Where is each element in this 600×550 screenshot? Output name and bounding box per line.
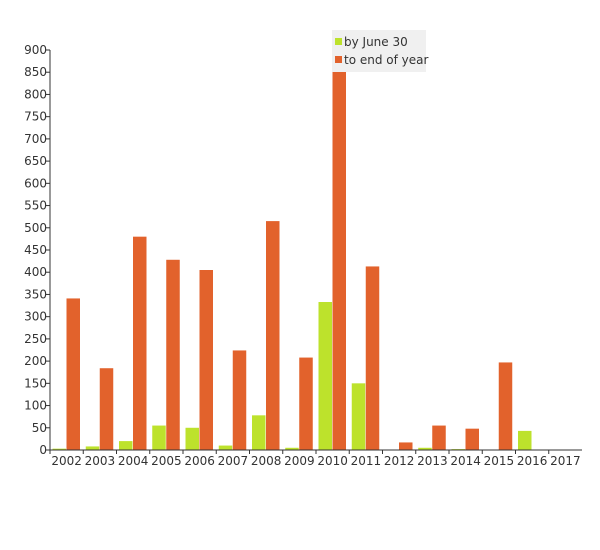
x-tick-label: 2003: [85, 454, 116, 468]
x-tick-label: 2017: [550, 454, 581, 468]
y-tick-label: 800: [24, 87, 47, 101]
x-tick-label: 2004: [118, 454, 149, 468]
bar-by-june-30-2003: [85, 446, 100, 450]
x-tick-label: 2011: [351, 454, 382, 468]
x-tick-label: 2013: [417, 454, 448, 468]
x-tick-label: 2009: [284, 454, 315, 468]
y-tick-label: 250: [24, 332, 47, 346]
bar-to-end-of-year-2007: [232, 350, 247, 450]
bar-by-june-30-2005: [152, 425, 166, 450]
y-tick-label: 350: [24, 287, 47, 301]
y-tick-label: 850: [24, 65, 47, 79]
bar-to-end-of-year-2008: [266, 221, 280, 450]
legend-background: [332, 30, 426, 72]
bar-to-end-of-year-2012: [399, 442, 413, 450]
x-tick-label: 2010: [317, 454, 348, 468]
bar-to-end-of-year-2013: [432, 425, 446, 450]
x-tick-label: 2014: [450, 454, 481, 468]
y-tick-label: 100: [24, 399, 47, 413]
bar-to-end-of-year-2006: [199, 270, 213, 450]
bar-by-june-30-2006: [185, 427, 199, 450]
bar-by-june-30-2002: [52, 448, 66, 450]
legend: by June 30 to end of year: [332, 30, 429, 72]
legend-swatch-to-end-of-year: [335, 56, 342, 63]
y-tick-label: 400: [24, 265, 47, 279]
bar-by-june-30-2009: [285, 447, 299, 450]
y-tick-label: 450: [24, 243, 47, 257]
bar-by-june-30-2011: [351, 383, 366, 450]
bar-by-june-30-2004: [119, 441, 133, 450]
x-tick-label: 2016: [517, 454, 548, 468]
y-tick-label: 550: [24, 199, 47, 213]
y-tick-label: 750: [24, 110, 47, 124]
bar-by-june-30-2010: [318, 302, 332, 450]
y-tick-label: 500: [24, 221, 47, 235]
y-tick-label: 300: [24, 310, 47, 324]
bar-to-end-of-year-2009: [299, 357, 313, 450]
y-tick-label: 50: [32, 421, 47, 435]
x-tick-label: 2006: [184, 454, 215, 468]
bar-by-june-30-2007: [218, 445, 233, 450]
bar-by-june-30-2016: [518, 430, 532, 450]
bar-by-june-30-2008: [252, 415, 266, 450]
y-tick-label: 150: [24, 376, 47, 390]
y-tick-label: 0: [39, 443, 47, 457]
bar-by-june-30-2013: [418, 447, 432, 450]
x-tick-label: 2008: [251, 454, 282, 468]
bar-to-end-of-year-2010: [332, 70, 346, 450]
bar-to-end-of-year-2003: [99, 368, 114, 450]
bar-to-end-of-year-2004: [133, 236, 147, 450]
bar-to-end-of-year-2002: [66, 298, 80, 450]
y-tick-label: 900: [24, 43, 47, 57]
y-tick-label: 600: [24, 176, 47, 190]
x-tick-label: 2012: [384, 454, 415, 468]
y-axis-ticks: 0 50 100 150 200 250 300 350 400 450 500 550 600 650 7…: [24, 43, 50, 457]
x-tick-label: 2002: [51, 454, 82, 468]
y-tick-label: 650: [24, 154, 47, 168]
legend-label-by-june-30: by June 30: [344, 35, 408, 49]
y-tick-label: 200: [24, 354, 47, 368]
y-tick-label: 700: [24, 132, 47, 146]
legend-label-to-end-of-year: to end of year: [344, 53, 429, 67]
x-axis-ticks: 2002 2003 2004 2005 2006 2007 2008 2009 2010 2011…: [49, 450, 581, 468]
legend-swatch-by-june-30: [335, 38, 342, 45]
bar-to-end-of-year-2005: [166, 259, 180, 450]
bar-to-end-of-year-2014: [465, 428, 479, 450]
x-tick-label: 2007: [218, 454, 249, 468]
bars-layer: [52, 70, 565, 450]
bar-to-end-of-year-2011: [365, 266, 380, 450]
x-tick-label: 2005: [151, 454, 182, 468]
x-tick-label: 2015: [484, 454, 515, 468]
bar-to-end-of-year-2015: [498, 362, 513, 450]
